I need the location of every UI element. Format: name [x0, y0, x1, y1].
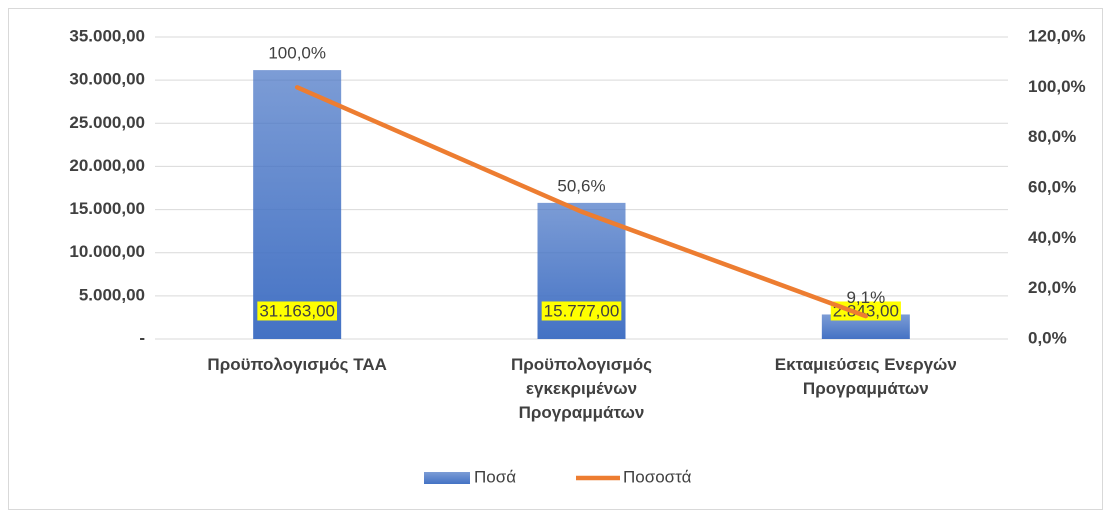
x-tick-label: Εκταμιεύσεις Ενεργών Προγραμμάτων — [775, 355, 957, 398]
y2-tick-label: 120,0% — [1028, 26, 1086, 45]
bar-value-label: 2.843,00 — [833, 301, 899, 320]
bar-value-label: 31.163,00 — [259, 301, 335, 320]
y2-tick-label: 60,0% — [1028, 177, 1076, 196]
y2-tick-label: 80,0% — [1028, 127, 1076, 146]
x-tick-label: Προϋπολογισμός εγκεκριμένων Προγραμμάτων — [511, 355, 652, 422]
y-tick-label: 10.000,00 — [69, 242, 145, 261]
label-highlight — [830, 301, 901, 321]
legend-label: Ποσά — [474, 467, 516, 486]
y-tick-label: 25.000,00 — [69, 113, 145, 132]
x-tick-line: Προϋπολογισμός — [511, 355, 652, 374]
line-value-label: 100,0% — [268, 44, 326, 63]
line-value-label: 9,1% — [846, 288, 885, 307]
bar-value-label: 15.777,00 — [544, 301, 620, 320]
line-value-label: 50,6% — [557, 176, 605, 195]
x-tick-line: Προγραμμάτων — [519, 403, 645, 422]
y-tick-label: 20.000,00 — [69, 156, 145, 175]
label-highlight — [541, 301, 622, 321]
y-tick-label: 15.000,00 — [69, 199, 145, 218]
x-tick-label: Προϋπολογισμός ΤΑΑ — [207, 355, 386, 374]
x-tick-line: Εκταμιεύσεις Ενεργών — [775, 355, 957, 374]
line — [294, 85, 869, 319]
x-tick-line: Προγραμμάτων — [803, 379, 929, 398]
y-tick-label: 35.000,00 — [69, 26, 145, 45]
legend-swatch — [424, 472, 470, 484]
x-tick-line: Προϋπολογισμός ΤΑΑ — [207, 355, 386, 374]
bar — [253, 70, 342, 340]
y2-tick-label: 0,0% — [1028, 328, 1067, 347]
y2-tick-label: 20,0% — [1028, 278, 1076, 297]
legend-label: Ποσοστά — [623, 467, 692, 486]
y-tick-label: 30.000,00 — [69, 70, 145, 89]
y-tick-label: - — [139, 328, 145, 347]
x-tick-line: εγκεκριμένων — [526, 379, 637, 398]
y-tick-label: 5.000,00 — [79, 285, 145, 304]
y2-tick-label: 100,0% — [1028, 77, 1086, 96]
y2-tick-label: 40,0% — [1028, 228, 1076, 247]
label-highlight — [257, 301, 337, 321]
